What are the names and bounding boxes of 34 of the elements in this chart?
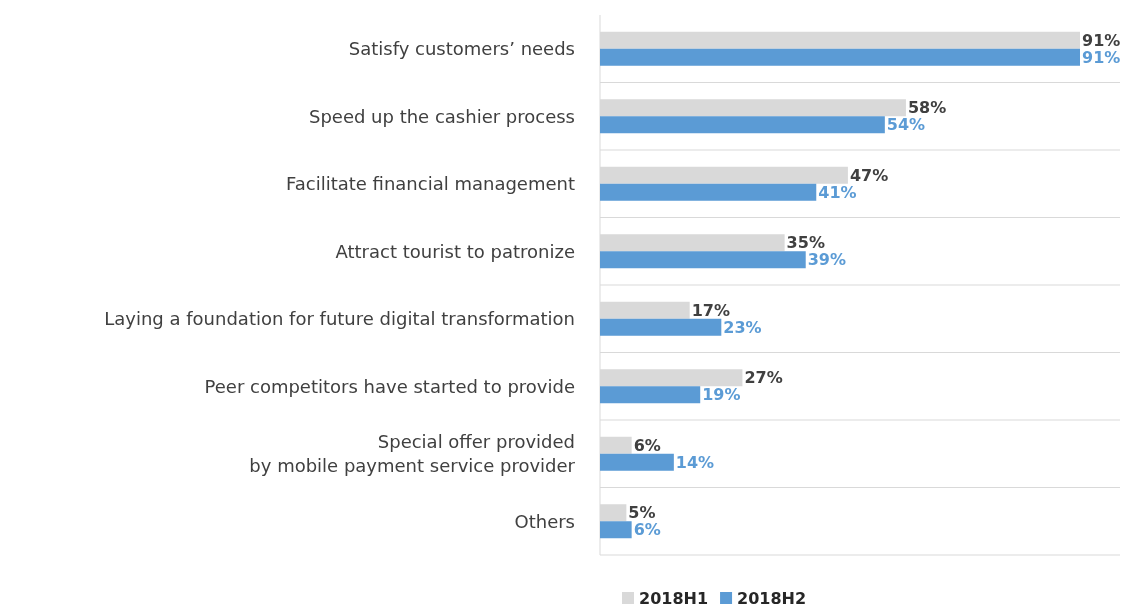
y-tick-label: Attract tourist to patronize	[335, 240, 575, 262]
data-label: 27%	[744, 368, 783, 388]
data-label: 41%	[818, 182, 857, 202]
bar	[600, 386, 701, 404]
y-tick-label: Others	[514, 510, 575, 532]
data-label: 47%	[849, 165, 889, 185]
legend-label: 2018H1	[639, 588, 709, 608]
data-label: 39%	[807, 250, 847, 270]
bar	[600, 318, 722, 336]
data-label: 23%	[723, 317, 762, 337]
data-label: 5%	[628, 503, 656, 523]
bar	[600, 116, 885, 134]
data-label: 6%	[633, 435, 661, 455]
data-label: 19%	[702, 385, 741, 405]
data-label: 91%	[1082, 30, 1121, 50]
y-tick-label: Laying a foundation for future digital transformation	[104, 308, 575, 330]
y-tick-label: Satisfy customers’ needs	[348, 38, 575, 60]
bar	[600, 251, 806, 269]
data-label: 54%	[886, 115, 926, 135]
y-tick-label: Special offer provided by mobile payment service provider	[249, 431, 576, 477]
bar	[600, 521, 632, 539]
data-label: 35%	[786, 233, 825, 253]
y-tick-label: Peer competitors have started to provide	[204, 375, 575, 397]
bar	[600, 48, 1080, 66]
y-tick-label: Facilitate financial management	[286, 173, 575, 195]
data-label: 17%	[691, 300, 730, 320]
data-label: 14%	[675, 452, 715, 472]
y-tick-label: Speed up the cashier process	[308, 105, 575, 127]
bar	[600, 183, 817, 201]
data-label: 91%	[1082, 47, 1121, 67]
data-label: 6%	[633, 520, 661, 540]
bar	[600, 453, 674, 471]
legend-label: 2018H2	[737, 588, 807, 608]
data-label: 58%	[907, 98, 947, 118]
